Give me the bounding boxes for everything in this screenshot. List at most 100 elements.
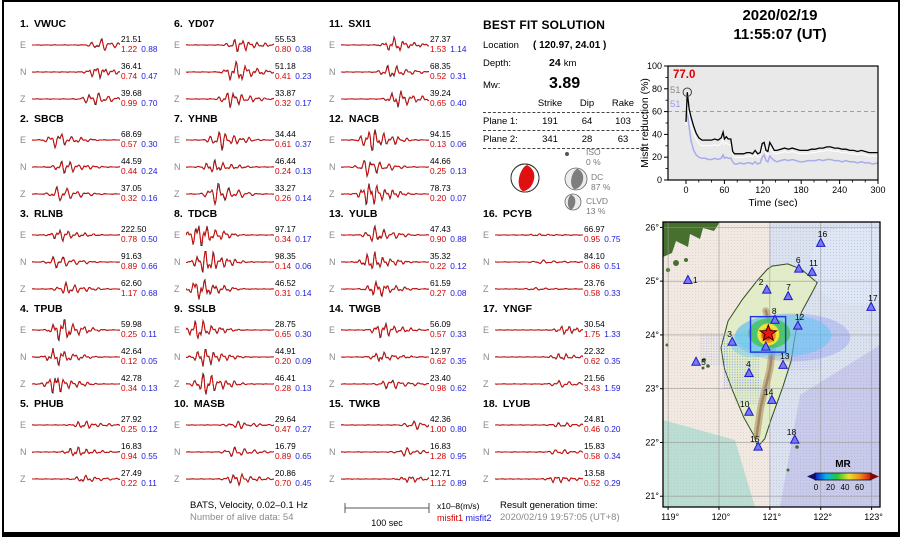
misfit1-value: 0.26	[275, 192, 292, 203]
station-block: 10. MASB E 29.64 0.47 0.27 N 16.79 0.89 0.65 Z 2…	[174, 398, 324, 493]
peak-amplitude: 16.79	[275, 441, 296, 452]
channel-label: N	[20, 256, 27, 267]
fit-values: 33.87 0.32 0.17	[275, 89, 311, 108]
station-header: 11. SXI1	[329, 18, 372, 30]
peak-amplitude: 46.44	[275, 156, 296, 167]
station-number: 16	[818, 229, 828, 239]
station-triangle-icon	[789, 434, 800, 444]
waveform-trace	[186, 130, 274, 151]
station-triangle-icon	[682, 274, 693, 284]
fit-values: 23.76 0.58 0.33	[584, 279, 620, 298]
svg-text:0: 0	[683, 185, 688, 195]
misfit1-value: 0.57	[430, 328, 447, 339]
peak-amplitude: 62.60	[121, 278, 142, 289]
depth-label: Depth:	[483, 58, 511, 69]
peak-amplitude: 39.68	[121, 88, 142, 99]
misfit1-value: 0.20	[275, 355, 292, 366]
peak-amplitude: 35.32	[430, 251, 451, 262]
peak-amplitude: 91.63	[121, 251, 142, 262]
fit-values: 16.79 0.89 0.65	[275, 442, 311, 461]
station-number: 3	[727, 329, 732, 339]
china-coast	[663, 222, 720, 257]
fit-values: 84.10 0.86 0.51	[584, 252, 620, 271]
fit-values: 222.50 0.78 0.50	[121, 225, 157, 244]
peak-amplitude: 28.75	[275, 319, 296, 330]
misfit2-value: 0.12	[446, 260, 467, 271]
channel-row-e: E 42.36 1.00 0.80	[329, 411, 479, 438]
station-block: 6. YD07 E 55.53 0.80 0.38 N 51.18 0.41 0.23 Z 33…	[174, 18, 324, 113]
fit-values: 16.83 1.28 0.95	[430, 442, 466, 461]
station-triangle-icon	[691, 356, 702, 366]
misfit2-value: 0.70	[137, 97, 158, 108]
station-triangle-icon	[769, 314, 780, 324]
channel-row-n: N 68.35 0.52 0.31	[329, 58, 479, 85]
misfit2-value: 0.17	[291, 97, 312, 108]
misfit2-value: 0.06	[446, 138, 467, 149]
channel-label: Z	[329, 283, 335, 294]
peak-amplitude: 68.35	[430, 61, 451, 72]
station-triangle-icon	[743, 367, 755, 377]
time-scalebar: 100 sec	[344, 503, 430, 529]
start-value-label-1: 51	[670, 85, 681, 96]
channel-label: N	[329, 446, 336, 457]
channel-row-z: Z 61.59 0.27 0.08	[329, 275, 479, 302]
misfit1-value: 0.94	[121, 450, 138, 461]
fit-values: 61.59 0.27 0.08	[430, 279, 466, 298]
misfit2-value: 0.34	[600, 450, 621, 461]
station-header: 4. TPUB	[20, 303, 63, 315]
misfit2-value: 0.20	[600, 423, 621, 434]
station-block: 9. SSLB E 28.75 0.65 0.30 N 44.91 0.20 0.09 Z 46…	[174, 303, 324, 398]
misfit1-value: 0.12	[121, 355, 138, 366]
channel-label: Z	[20, 473, 26, 484]
station-number: 14	[764, 387, 774, 397]
location-label: Location	[483, 40, 519, 51]
station-header: 1. VWUC	[20, 18, 67, 30]
nodal-plane-table: Strike Dip Rake Plane 1: 191 64 103 Plan…	[483, 96, 649, 149]
channel-row-n: N 15.83 0.58 0.34	[483, 438, 633, 465]
waveform-trace	[32, 159, 120, 174]
waveform-column-3: 11. SXI1 E 27.37 1.53 1.14 N 68.35 0.52 0.31 Z 3…	[329, 18, 479, 493]
waveform-trace	[186, 90, 274, 108]
channel-label: E	[329, 134, 336, 145]
waveform-trace	[495, 286, 583, 290]
fit-values: 97.17 0.34 0.17	[275, 225, 311, 244]
waveform-trace	[32, 91, 120, 105]
station-block: 15. TWKB E 42.36 1.00 0.80 N 16.83 1.28 0.95 Z 1…	[329, 398, 479, 493]
misfit1-value: 0.52	[430, 70, 447, 81]
channel-label: E	[329, 39, 336, 50]
channel-row-e: E 222.50 0.78 0.50	[20, 221, 170, 248]
channel-row-z: Z 39.68 0.99 0.70	[20, 85, 170, 112]
channel-row-z: Z 23.76 0.58 0.33	[483, 275, 633, 302]
station-number: 5	[701, 357, 706, 367]
event-date: 2020/02/19	[742, 7, 818, 24]
channel-label: N	[20, 446, 27, 457]
waveform-trace	[32, 132, 120, 150]
station-block: 4. TPUB E 59.98 0.25 0.11 N 42.64 0.12 0.05 Z 42…	[20, 303, 170, 398]
misfit2-value: 0.13	[446, 165, 467, 176]
fit-values: 44.91 0.20 0.09	[275, 347, 311, 366]
misfit2-value: 0.23	[291, 70, 312, 81]
misfit2-value: 0.62	[446, 382, 467, 393]
misfit1-value: 0.62	[430, 355, 447, 366]
misfit2-value: 0.05	[137, 355, 158, 366]
peak-amplitude: 12.71	[430, 468, 451, 479]
misfit2-value: 0.30	[291, 328, 312, 339]
peak-amplitude: 222.50	[121, 224, 147, 235]
waveform-trace	[32, 255, 120, 269]
waveform-trace	[341, 419, 429, 430]
channel-label: E	[20, 419, 27, 430]
channel-row-z: Z 27.49 0.22 0.11	[20, 465, 170, 492]
misfit-reduction-plot: 0 20 40 60 80 100 0 60 120 180 240 300 Misfit reduct…	[640, 61, 886, 207]
waveform-column-4: 16. PCYB E 66.97 0.95 0.75 N 84.10 0.86 0.51 Z 2…	[483, 208, 633, 493]
peak-amplitude: 51.18	[275, 61, 296, 72]
station-block: 17. YNGF E 30.54 1.75 1.33 N 22.32 0.62 0.35 Z 2…	[483, 303, 633, 398]
waveform-trace	[186, 318, 274, 340]
waveform-trace	[186, 472, 274, 487]
misfit2-value: 1.14	[446, 43, 467, 54]
colorbar-label: MR	[835, 459, 851, 470]
fit-values: 23.40 0.98 0.62	[430, 374, 466, 393]
station-number: 15	[750, 434, 760, 444]
bandpass-note: BATS, Velocity, 0.02–0.1 Hz	[190, 500, 308, 511]
lat-tick-label: 26°	[645, 222, 659, 232]
